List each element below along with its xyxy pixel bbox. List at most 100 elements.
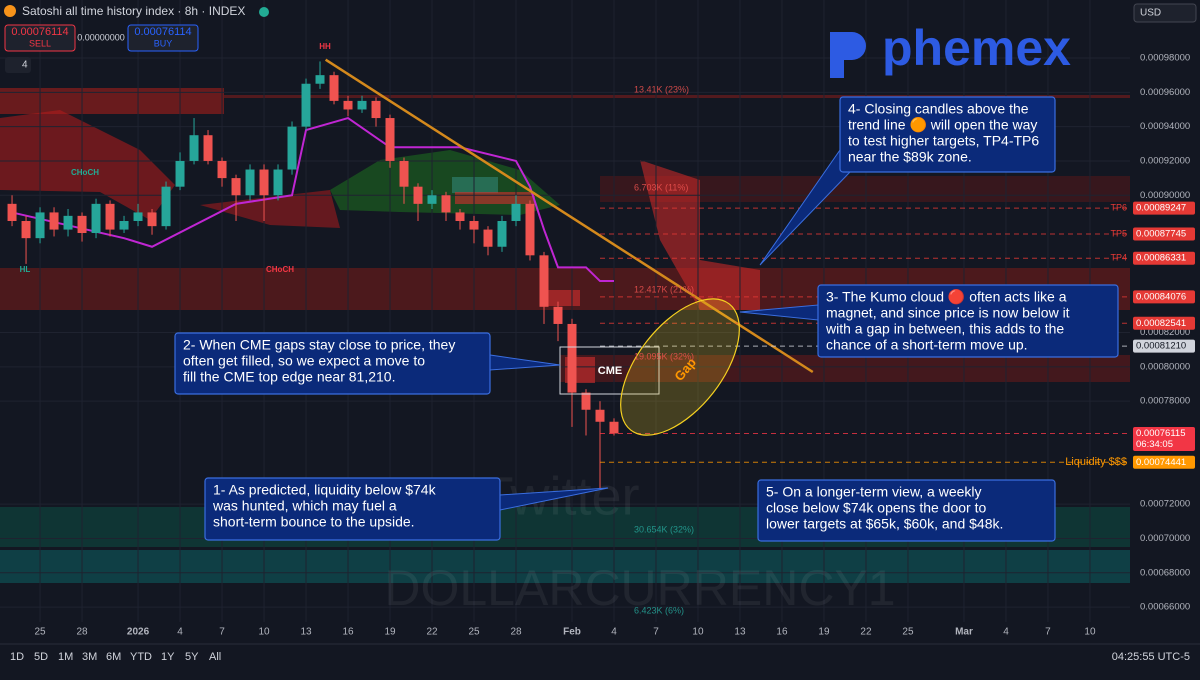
candle-body <box>203 135 213 161</box>
sell-price: 0.00076114 <box>11 26 68 38</box>
header: Satoshi all time history index · 8h · IN… <box>4 3 1197 73</box>
range-button[interactable]: 6M <box>106 651 121 663</box>
callout-text: close below $74k opens the door to <box>766 500 986 516</box>
candle-body <box>357 100 367 110</box>
zone <box>224 95 1130 98</box>
range-button[interactable]: All <box>209 651 221 663</box>
candle-body <box>245 169 255 196</box>
y-tick-label: 0.00090000 <box>1140 190 1190 201</box>
candle-body <box>539 255 549 307</box>
x-tick-label: 7 <box>219 627 225 638</box>
candle-body <box>35 212 45 239</box>
logo: phemex <box>830 20 1071 78</box>
chart-marker: CHoCH <box>71 168 99 177</box>
x-tick-label: 2026 <box>127 627 150 638</box>
cme-rect <box>559 346 660 395</box>
candle-body <box>413 186 423 204</box>
x-tick-label: 4 <box>177 627 183 638</box>
range-button[interactable]: 3M <box>82 651 97 663</box>
symbol-title: Satoshi all time history index · 8h · IN… <box>22 4 245 18</box>
y-tick-label: 0.00094000 <box>1140 121 1190 132</box>
kumo-cloud <box>0 110 175 220</box>
level-price: 0.00089247 <box>1136 203 1186 214</box>
candle-body <box>399 160 409 187</box>
buy-button[interactable] <box>127 24 199 52</box>
y-tick-label: 0.00098000 <box>1140 53 1190 64</box>
candle-body <box>217 160 227 179</box>
candle-body <box>427 195 437 204</box>
chart-marker: CHoCH <box>266 265 294 274</box>
callout-text: magnet, and since price is now below it <box>826 305 1070 321</box>
level-tag <box>1133 427 1195 452</box>
callout-text: often get filled, so we expect a move to <box>183 353 425 369</box>
currency-select[interactable] <box>1133 3 1197 23</box>
buy-price: 0.00076114 <box>134 26 191 38</box>
level-price: 0.00074441 <box>1136 457 1186 468</box>
candle-body <box>455 212 465 222</box>
indicator-toggle[interactable] <box>5 57 31 73</box>
range-button[interactable]: 5D <box>34 651 48 663</box>
logo-icon <box>830 32 866 78</box>
chart-marker: HL <box>20 265 31 274</box>
range-button[interactable]: 1D <box>10 651 24 663</box>
x-tick-label: 13 <box>300 627 312 638</box>
x-tick-label: 4 <box>611 627 617 638</box>
range-button[interactable]: 1Y <box>161 651 175 663</box>
level-price: 0.00081210 <box>1136 341 1186 352</box>
callout-text: trend line 🟠 will open the way <box>848 117 1037 134</box>
candle-body <box>525 203 535 256</box>
fib-label: 13.41K (23%) <box>634 84 689 94</box>
x-tick-label: 25 <box>34 627 46 638</box>
chart-marker: CME <box>598 365 622 377</box>
candle-body <box>301 83 311 127</box>
level-name: TP6 <box>1110 203 1127 213</box>
x-tick-label: 4 <box>1003 627 1009 638</box>
level-name: Liquidity $$$ <box>1065 456 1127 468</box>
candle-body <box>385 118 395 161</box>
level-price: 0.00082541 <box>1136 318 1186 329</box>
candle-body <box>287 126 297 170</box>
spread: 0.00000000 <box>77 32 125 42</box>
candle-body <box>175 160 185 187</box>
y-tick-label: 0.00082000 <box>1140 327 1190 338</box>
toolbar: 04:25:55 UTC-5 1D 5D 1M 3M 6M YTD 1Y 5Y All <box>0 643 1200 675</box>
callout-text: with a gap in between, this adds to the <box>825 321 1064 337</box>
level-price: 0.00076115 <box>1136 428 1186 439</box>
x-tick-label: 13 <box>734 627 746 638</box>
cme-box <box>559 298 740 436</box>
x-tick-label: 10 <box>692 627 704 638</box>
level-tag <box>1133 227 1195 241</box>
callout-box <box>839 96 1056 173</box>
range-button[interactable]: 5Y <box>185 651 199 663</box>
x-tick-label: 7 <box>1045 627 1051 638</box>
callouts: 1- As predicted, liquidity below $74kwas… <box>174 96 1119 542</box>
x-tick-label: 16 <box>776 627 788 638</box>
candle-body <box>497 221 507 247</box>
kijun-line <box>11 116 614 283</box>
range-button[interactable]: YTD <box>130 651 152 663</box>
x-tick-label: 28 <box>76 627 88 638</box>
candle-body <box>273 169 283 196</box>
fib-label: 6.703K (11%) <box>634 182 688 192</box>
callout-box <box>174 332 491 395</box>
candle-body <box>189 135 199 161</box>
fib-label: 6.423K (6%) <box>634 605 684 615</box>
candle-body <box>441 195 451 213</box>
candle-body <box>91 203 101 234</box>
candle-body <box>609 421 619 434</box>
candle-body <box>511 203 521 222</box>
y-tick-label: 0.00096000 <box>1140 87 1190 98</box>
sell-label: SELL <box>29 38 51 48</box>
y-tick-label: 0.00092000 <box>1140 155 1190 166</box>
axis-bg <box>1130 0 1200 622</box>
callout-text: lower targets at $65k, $60k, and $48k. <box>766 516 1003 532</box>
y-tick-label: 0.00066000 <box>1140 602 1190 613</box>
callout-text: near the $89k zone. <box>848 149 972 165</box>
candle-body <box>147 212 157 227</box>
level-tag <box>1133 290 1195 304</box>
clock: 04:25:55 UTC-5 <box>1112 651 1190 663</box>
sell-button[interactable] <box>4 24 76 52</box>
level-name: TP5 <box>1110 228 1127 238</box>
range-button[interactable]: 1M <box>58 651 73 663</box>
level-tag <box>1133 339 1195 353</box>
